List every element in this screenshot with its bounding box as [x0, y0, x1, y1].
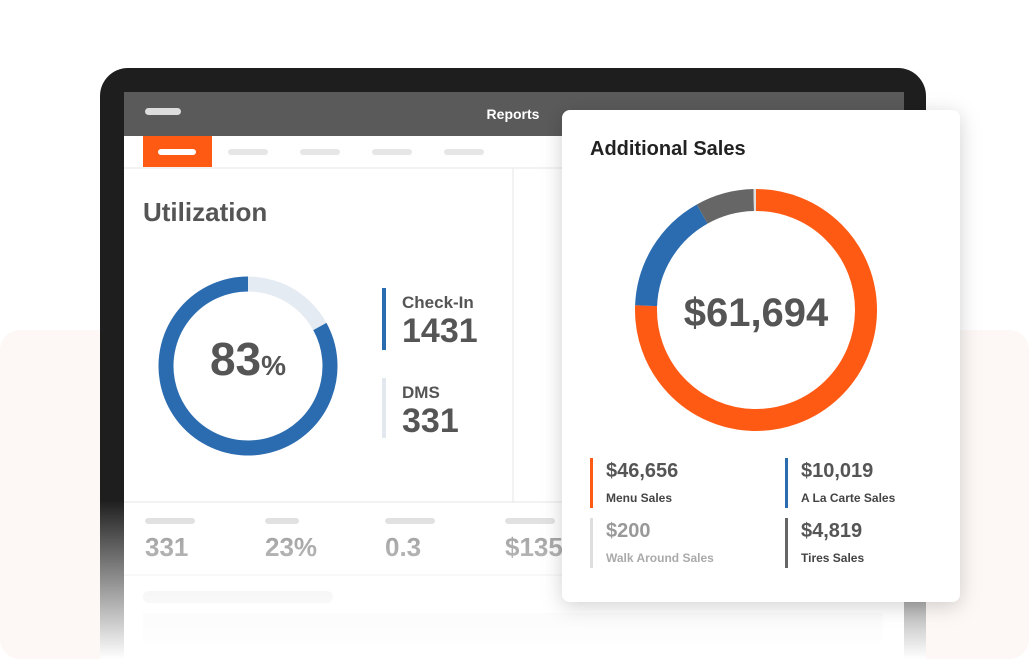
utilization-unit: % — [261, 350, 286, 381]
legend-label: Walk Around Sales — [606, 551, 714, 565]
legend-bar — [590, 458, 593, 508]
metric-value: 331 — [402, 402, 459, 440]
metric-label: DMS — [402, 383, 440, 402]
legend-label: Menu Sales — [606, 491, 672, 505]
sales-title: Additional Sales — [590, 138, 746, 160]
legend-value: $4,819 — [801, 520, 862, 542]
legend-bar — [785, 458, 788, 508]
legend-value: $10,019 — [801, 460, 873, 482]
legend-bar — [785, 518, 788, 568]
tab[interactable] — [444, 149, 484, 155]
metric-bar — [382, 378, 386, 438]
metric-bar — [382, 288, 386, 350]
legend-bar — [590, 518, 593, 568]
utilization-title: Utilization — [143, 197, 267, 227]
legend-label: A La Carte Sales — [801, 491, 896, 505]
tab-label — [158, 149, 196, 155]
header-title: Reports — [487, 106, 540, 122]
tab[interactable] — [228, 149, 268, 155]
menu-icon[interactable] — [145, 108, 181, 115]
tab[interactable] — [372, 149, 412, 155]
legend-value: $46,656 — [606, 460, 678, 482]
legend-label: Tires Sales — [801, 551, 864, 565]
utilization-number: 83 — [210, 333, 261, 385]
tab[interactable] — [300, 149, 340, 155]
legend-value: $200 — [606, 520, 651, 542]
sales-total: $61,694 — [684, 291, 829, 335]
metric-value: 1431 — [402, 312, 478, 350]
metric-label: Check-In — [402, 293, 474, 312]
